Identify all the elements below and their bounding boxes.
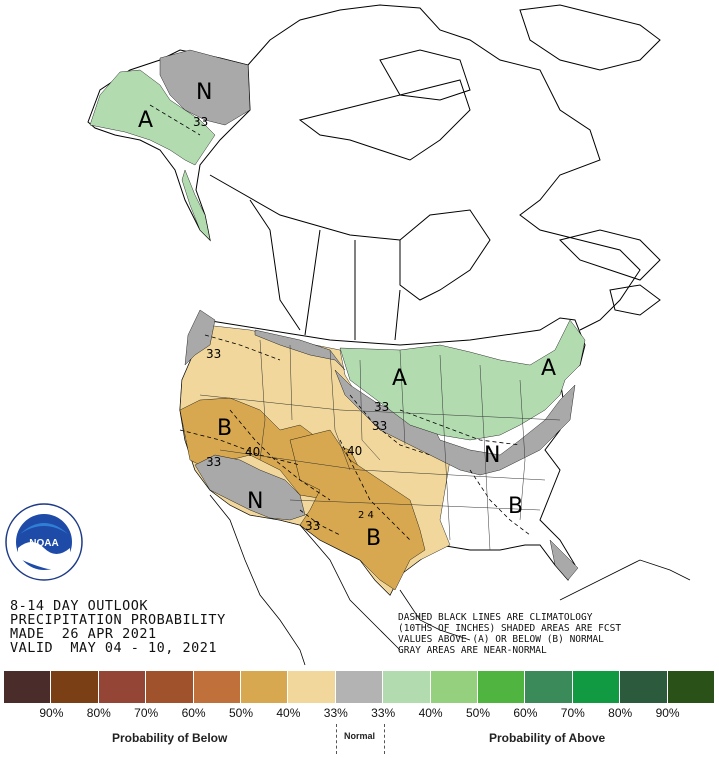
above-ak: [89, 69, 216, 166]
label-ne-above: A: [541, 356, 556, 381]
legend-swatch: [335, 671, 384, 703]
valid-dates: VALID MAY 04 - 10, 2021: [10, 640, 218, 656]
legend-swatch: [4, 671, 52, 703]
legend-label: 70%: [560, 706, 585, 720]
mexico-outline: [209, 494, 691, 666]
noaa-logo: NOAA: [5, 503, 83, 581]
legend-swatch: [525, 671, 573, 703]
legend-label: 33%: [323, 706, 348, 720]
normal-ak: [159, 49, 251, 126]
label-sw-33: 33: [206, 455, 221, 469]
label-se-below: B: [508, 494, 523, 519]
label-sw-40: 40: [245, 445, 260, 459]
legend-swatch: [430, 671, 479, 703]
label-tx-24: 2 4: [358, 510, 374, 521]
legend-label: 70%: [134, 706, 159, 720]
noaa-logo-text: NOAA: [29, 538, 58, 549]
below-40-tx: [289, 429, 426, 591]
legend-label: 60%: [513, 706, 538, 720]
outlook-subtitle: PRECIPITATION PROBABILITY: [10, 612, 226, 628]
climatology-lines: [149, 104, 531, 541]
legend-divider-left: [336, 724, 337, 754]
legend-swatch: [193, 671, 242, 703]
above-ak-pan: [181, 169, 211, 241]
outlook-map: A N 33 33 B 40 33 N 33 40 B 2 4 A 33 33 …: [87, 4, 691, 666]
note-climatology: DASHED BLACK LINES ARE CLIMATOLOGY: [398, 612, 593, 623]
note-shaded: (10THS OF INCHES) SHADED AREAS ARE FCST: [398, 623, 622, 634]
normal-fl: [549, 539, 579, 581]
label-sw-normal: N: [247, 489, 263, 514]
legend-label: 90%: [655, 706, 680, 720]
state-borders: [199, 339, 561, 551]
normal-sw: [194, 454, 306, 521]
legend-swatch: [620, 671, 668, 703]
label-gl-above: A: [392, 366, 407, 391]
legend-label: 60%: [181, 706, 206, 720]
note-gray: GRAY AREAS ARE NEAR-NORMAL: [398, 645, 547, 656]
legend-above-title: Probability of Above: [489, 731, 606, 745]
normal-nplains: [254, 329, 346, 371]
label-tx-below: B: [366, 526, 381, 551]
normal-pnw: [184, 309, 216, 366]
land-outlines: [87, 4, 661, 341]
legend-swatch: [288, 671, 336, 703]
made-date: MADE 26 APR 2021: [10, 626, 157, 642]
label-cen-40: 40: [347, 444, 362, 458]
legend-label: 50%: [228, 706, 254, 720]
above-gl: [339, 319, 586, 441]
legend-label: 80%: [608, 706, 633, 720]
legend-swatch: [478, 671, 526, 703]
label-ohio-normal: N: [484, 443, 500, 468]
legend-below-title: Probability of Below: [112, 731, 228, 745]
label-ak-33: 33: [193, 115, 208, 129]
legend-label: 33%: [371, 706, 396, 720]
legend-label: 80%: [86, 706, 111, 720]
label-sw-below: B: [217, 416, 232, 441]
legend-label: 40%: [276, 706, 301, 720]
label-gl-33b: 33: [372, 419, 387, 433]
legend-swatch: [383, 671, 431, 703]
label-ak-normal: N: [196, 80, 212, 105]
legend-swatch: [51, 671, 99, 703]
note-above-below: VALUES ABOVE (A) OR BELOW (B) NORMAL: [398, 634, 604, 645]
legend-label: 40%: [418, 706, 443, 720]
legend-label: 50%: [465, 706, 491, 720]
legend-bar: [4, 671, 716, 703]
legend-divider-right: [384, 724, 385, 754]
legend-swatch: [241, 671, 289, 703]
label-pnw-33: 33: [206, 347, 221, 361]
label-gl-33a: 33: [374, 400, 389, 414]
legend-swatch: [667, 671, 716, 703]
legend-swatch: [572, 671, 621, 703]
legend-swatch: [146, 671, 194, 703]
label-tx-33: 33: [305, 519, 320, 533]
legend-label: 90%: [39, 706, 64, 720]
outlook-title: 8-14 DAY OUTLOOK: [10, 598, 149, 614]
legend-swatch: [98, 671, 147, 703]
legend-normal-title: Normal: [344, 731, 376, 741]
label-ak-above: A: [138, 108, 153, 133]
